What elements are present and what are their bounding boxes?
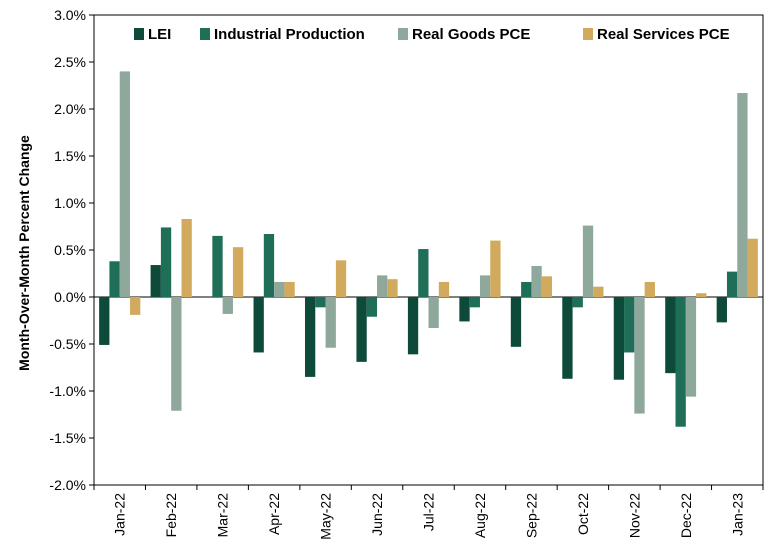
bar-real-services-pce-feb-22 xyxy=(181,218,192,297)
y-tick-label: 2.5% xyxy=(54,54,86,70)
bar-industrial-production-mar-22 xyxy=(212,235,223,297)
bar-lei-jan-22 xyxy=(99,297,110,345)
bar-lei-dec-22 xyxy=(665,297,676,374)
bar-lei-jun-22 xyxy=(356,297,367,362)
legend-label: Real Services PCE xyxy=(597,26,730,43)
y-tick-label: 0.0% xyxy=(54,289,86,305)
y-axis: -2.0% -1.5% -1.0% -0.5% 0.0% 0.5% 1.0% 1.5% 2.0%… xyxy=(49,7,94,493)
legend-label: Industrial Production xyxy=(214,26,365,43)
x-tick-label: Apr-22 xyxy=(266,493,282,535)
legend-label: Real Goods PCE xyxy=(412,26,530,43)
bar-industrial-production-dec-22 xyxy=(675,297,686,427)
bar-real-services-pce-dec-22 xyxy=(696,293,707,297)
x-tick-label: Sep-22 xyxy=(523,493,539,538)
bar-lei-apr-22 xyxy=(253,297,264,353)
x-tick-label: Oct-22 xyxy=(575,493,591,535)
y-axis-label: Month-Over-Month Percent Change xyxy=(16,135,32,371)
bar-real-goods-pce-feb-22 xyxy=(171,297,182,411)
bar-real-services-pce-oct-22 xyxy=(593,286,604,297)
bar-real-goods-pce-mar-22 xyxy=(222,297,233,314)
bar-industrial-production-jan-23 xyxy=(726,271,738,297)
bar-real-goods-pce-dec-22 xyxy=(685,297,697,397)
x-tick-label: May-22 xyxy=(318,493,334,540)
bar-industrial-production-feb-22 xyxy=(160,227,172,297)
bar-real-goods-pce-sep-22 xyxy=(531,265,542,297)
y-tick-label: 1.0% xyxy=(54,195,86,211)
bar-real-services-pce-jan-22 xyxy=(130,297,141,315)
y-tick-label: -1.5% xyxy=(49,430,86,446)
bar-real-services-pce-sep-22 xyxy=(541,276,553,297)
bar-real-services-pce-nov-22 xyxy=(644,281,655,297)
bars xyxy=(99,71,758,427)
y-tick-label: -2.0% xyxy=(49,477,86,493)
legend: LEI Industrial Production Real Goods PCE Re… xyxy=(134,26,730,43)
bar-real-goods-pce-jun-22 xyxy=(377,275,388,297)
y-tick-label: 0.5% xyxy=(54,242,86,258)
x-tick-label: Jan-22 xyxy=(112,493,128,536)
x-tick-label: Mar-22 xyxy=(215,493,231,538)
x-tick-label: Dec-22 xyxy=(678,493,694,538)
bar-lei-feb-22 xyxy=(150,265,161,297)
bar-real-goods-pce-apr-22 xyxy=(274,281,285,297)
bar-real-goods-pce-oct-22 xyxy=(582,225,594,297)
bar-real-goods-pce-may-22 xyxy=(325,297,336,348)
legend-swatch xyxy=(200,28,210,40)
bar-industrial-production-nov-22 xyxy=(624,297,635,353)
bar-lei-sep-22 xyxy=(510,297,522,347)
bar-real-goods-pce-jul-22 xyxy=(428,297,439,329)
bar-industrial-production-sep-22 xyxy=(521,281,532,297)
legend-label: LEI xyxy=(148,26,171,43)
bar-real-goods-pce-jan-22 xyxy=(119,71,131,298)
legend-swatch xyxy=(398,28,408,40)
bar-industrial-production-oct-22 xyxy=(572,297,583,308)
bar-industrial-production-aug-22 xyxy=(469,297,480,308)
bar-real-goods-pce-jan-23 xyxy=(737,93,748,298)
x-tick-label: Nov-22 xyxy=(626,493,642,538)
bar-real-services-pce-apr-22 xyxy=(284,281,295,297)
bar-real-goods-pce-nov-22 xyxy=(634,297,645,414)
x-tick-label: Aug-22 xyxy=(472,493,488,538)
bar-industrial-production-jun-22 xyxy=(366,297,378,317)
bar-real-services-pce-jan-23 xyxy=(747,238,758,297)
y-tick-label: 2.0% xyxy=(54,101,86,117)
bar-lei-oct-22 xyxy=(562,297,573,379)
bar-real-goods-pce-aug-22 xyxy=(479,275,491,297)
bar-real-services-pce-mar-22 xyxy=(232,247,244,297)
legend-swatch xyxy=(134,28,144,40)
x-axis: Jan-22 Feb-22 Mar-22 Apr-22 May-22 Jun-22 Jul-… xyxy=(93,485,764,540)
bar-lei-aug-22 xyxy=(459,297,470,322)
x-tick-label: Jul-22 xyxy=(421,493,437,531)
bar-lei-nov-22 xyxy=(613,297,625,380)
bar-industrial-production-apr-22 xyxy=(263,234,275,297)
bar-lei-jul-22 xyxy=(407,297,419,355)
y-tick-label: -0.5% xyxy=(49,336,86,352)
bar-lei-jan-23 xyxy=(716,297,727,323)
x-tick-label: Feb-22 xyxy=(163,493,179,538)
y-tick-label: -1.0% xyxy=(49,383,86,399)
bar-lei-may-22 xyxy=(304,297,316,377)
bar-industrial-production-jul-22 xyxy=(418,249,429,297)
bar-real-services-pce-jul-22 xyxy=(438,281,450,297)
bar-industrial-production-may-22 xyxy=(315,297,326,308)
y-tick-label: 3.0% xyxy=(54,7,86,23)
bar-industrial-production-jan-22 xyxy=(109,261,120,297)
bar-real-services-pce-aug-22 xyxy=(490,240,501,297)
x-tick-label: Jun-22 xyxy=(369,493,385,536)
y-tick-label: 1.5% xyxy=(54,148,86,164)
bar-real-services-pce-jun-22 xyxy=(387,279,398,297)
x-tick-label: Jan-23 xyxy=(729,493,745,536)
legend-swatch xyxy=(583,28,593,40)
bar-real-services-pce-may-22 xyxy=(335,260,347,297)
